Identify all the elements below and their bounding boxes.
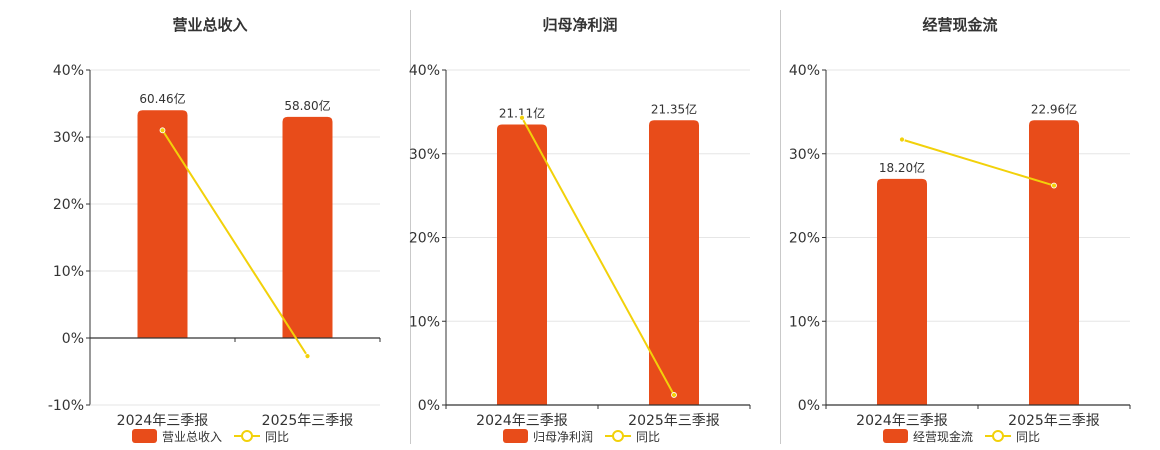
bar-data-label: 18.20亿: [879, 160, 925, 175]
legend-line-label: 同比: [636, 430, 660, 444]
y-tick-label: -10%: [48, 398, 84, 414]
bar-data-label: 22.96亿: [1031, 101, 1077, 116]
y-tick-label: 10%: [789, 314, 820, 330]
bar-data-label: 21.11亿: [499, 105, 545, 120]
legend-line-marker: [612, 430, 624, 442]
y-tick-label: 0%: [418, 398, 440, 414]
panel-divider-1: [410, 10, 411, 444]
line-point[interactable]: [159, 127, 166, 134]
y-tick-label: 10%: [53, 264, 84, 280]
panel-divider-2: [780, 10, 781, 444]
legend-line-marker: [992, 430, 1004, 442]
y-tick-label: 40%: [789, 63, 820, 79]
legend-line-label: 同比: [1016, 430, 1040, 444]
legend-bar-label: 营业总收入: [162, 430, 222, 444]
line-point[interactable]: [519, 114, 525, 121]
x-tick-label: 2024年三季报: [476, 413, 568, 429]
line-series: [161, 129, 309, 357]
y-tick-label: 30%: [53, 130, 84, 146]
bar[interactable]: [649, 120, 699, 405]
legend-bar-swatch[interactable]: [883, 429, 908, 443]
legend-line-label: 同比: [265, 430, 289, 444]
bar[interactable]: [282, 116, 333, 339]
x-tick-label: 2024年三季报: [117, 413, 209, 429]
y-tick-label: 20%: [409, 231, 440, 247]
chart-title: 归母净利润: [542, 16, 617, 34]
line-series: [901, 138, 1055, 187]
bar[interactable]: [1029, 120, 1079, 405]
legend-line-marker: [241, 430, 253, 442]
legend-bar-swatch[interactable]: [132, 429, 157, 443]
chart-title: 营业总收入: [172, 16, 247, 34]
line-series: [521, 117, 675, 396]
y-tick-label: 20%: [53, 197, 84, 213]
line-point[interactable]: [304, 353, 311, 359]
x-tick-label: 2024年三季报: [856, 413, 948, 429]
legend-bar-swatch[interactable]: [503, 429, 528, 443]
bar-data-label: 58.80亿: [284, 98, 330, 113]
bar[interactable]: [877, 178, 927, 405]
chart-title: 经营现金流: [922, 16, 997, 34]
y-tick-label: 40%: [53, 63, 84, 79]
y-tick-label: 30%: [789, 147, 820, 163]
bar-data-label: 21.35亿: [651, 101, 697, 116]
y-tick-label: 20%: [789, 231, 820, 247]
bar[interactable]: [137, 110, 188, 338]
y-tick-label: 30%: [409, 147, 440, 163]
y-tick-label: 40%: [409, 63, 440, 79]
legend-bar-label: 归母净利润: [533, 430, 593, 444]
line-point[interactable]: [899, 136, 905, 143]
x-tick-label: 2025年三季报: [1008, 413, 1100, 429]
y-tick-label: 0%: [62, 331, 84, 347]
bar[interactable]: [497, 124, 547, 405]
bar-data-label: 60.46亿: [139, 91, 185, 106]
x-tick-label: 2025年三季报: [262, 413, 354, 429]
y-tick-label: 10%: [409, 314, 440, 330]
line-point[interactable]: [671, 392, 677, 398]
y-tick-label: 0%: [798, 398, 820, 414]
x-tick-label: 2025年三季报: [628, 413, 720, 429]
legend-bar-label: 经营现金流: [913, 429, 973, 444]
line-point[interactable]: [1051, 182, 1057, 189]
